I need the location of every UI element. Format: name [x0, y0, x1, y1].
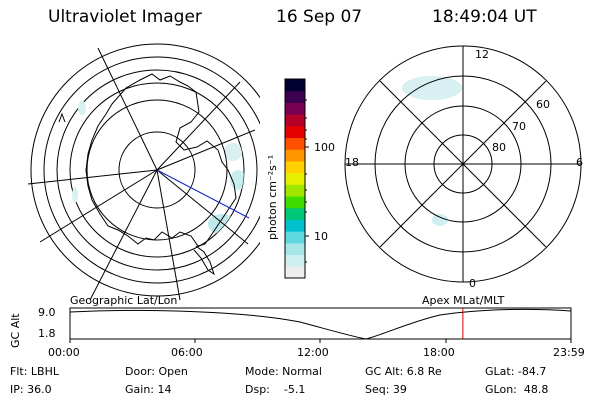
colorbar-segment: [285, 114, 305, 127]
left-aurora-patches: [208, 143, 244, 234]
right-map-caption: Apex MLat/MLT: [422, 294, 505, 307]
mlt-label-18: 18: [345, 156, 359, 169]
colorbar-segment: [285, 242, 305, 256]
colorbar-segment: [285, 172, 305, 185]
colorbar-segment: [285, 90, 305, 103]
altitude-xtick-1800: 18:00: [423, 346, 455, 359]
colorbar-segment: [285, 137, 305, 150]
mlat-label-80: 80: [492, 141, 506, 154]
glon-info: GLon: 48.8: [485, 383, 549, 396]
colorbar-segment: [285, 207, 305, 220]
lat-circle-mid: [86, 99, 228, 241]
altitude-ylabel: GC Alt: [9, 313, 22, 348]
colorbar-segment: [285, 149, 305, 162]
mlt-label-6: 6: [576, 156, 583, 169]
altitude-xtick-2359: 23:59: [553, 346, 585, 359]
colorbar-unit-label: photon cm⁻²s⁻¹: [266, 154, 279, 240]
colorbar-segment: [285, 102, 305, 115]
altitude-x-ticks: [69, 339, 572, 343]
colorbar-segment: [285, 231, 305, 244]
altitude-xtick-1200: 12:00: [297, 346, 329, 359]
colorbar-segment: [285, 79, 305, 92]
antarctic-peninsula: [193, 245, 215, 276]
colorbar-segment: [285, 196, 305, 209]
colorbar-segment: [285, 219, 305, 232]
glat-info: GLat: -84.7: [485, 365, 547, 378]
altitude-ytick-1-8: 1.8: [38, 327, 56, 340]
time-label: 18:49:04 UT: [432, 7, 537, 27]
magnetic-map: [344, 45, 582, 283]
left-map-caption: Geographic Lat/Lon: [70, 294, 178, 307]
colorbar-segment: [285, 266, 305, 279]
geographic-map: [27, 43, 260, 300]
colorbar-segment: [285, 184, 305, 197]
gain-info: Gain: 14: [125, 383, 172, 396]
ip-info: IP: 36.0: [10, 383, 52, 396]
altitude-ytick-9: 9.0: [38, 306, 56, 319]
left-aurora-edge: [78, 101, 86, 115]
instrument-title: Ultraviolet Imager: [48, 7, 202, 27]
colorbar-segment: [285, 254, 305, 267]
colorbar-tick-100: 100: [314, 141, 335, 154]
colorbar: [284, 78, 306, 279]
seq-info: Seq: 39: [365, 383, 407, 396]
right-aurora-patch: [432, 214, 448, 226]
mlat-label-60: 60: [536, 98, 550, 111]
altitude-xtick-0000: 00:00: [48, 346, 80, 359]
filter-info: Flt: LBHL: [10, 365, 59, 378]
colorbar-ticks: [305, 99, 309, 263]
mlt-label-12: 12: [475, 48, 489, 61]
colorbar-segment: [285, 160, 305, 174]
latitude-arcs: [30, 43, 260, 297]
altitude-curve: [69, 308, 572, 340]
gc-alt-info: GC Alt: 6.8 Re: [365, 365, 442, 378]
orbit-arrow: [58, 112, 66, 123]
colorbar-segment: [285, 125, 305, 139]
mlt-diagonal-2: [379, 80, 547, 248]
altitude-plot-frame: [69, 307, 572, 340]
mlt-label-0: 0: [469, 277, 476, 290]
sun-direction-line: [156, 169, 250, 219]
colorbar-frame: [284, 78, 306, 279]
lat-circle-inner: [118, 131, 196, 209]
left-aurora-edge-2: [72, 187, 78, 203]
meridians: [27, 47, 256, 300]
altitude-plot: [69, 307, 572, 343]
altitude-xtick-0600: 06:00: [171, 346, 203, 359]
mode-info: Mode: Normal: [245, 365, 322, 378]
right-aurora-top: [402, 76, 462, 100]
colorbar-tick-10: 10: [314, 230, 328, 243]
date-label: 16 Sep 07: [276, 7, 363, 27]
door-info: Door: Open: [125, 365, 188, 378]
antarctica-coastline: [85, 73, 237, 247]
dsp-info: Dsp: -5.1: [245, 383, 306, 396]
mlat-label-70: 70: [512, 120, 526, 133]
